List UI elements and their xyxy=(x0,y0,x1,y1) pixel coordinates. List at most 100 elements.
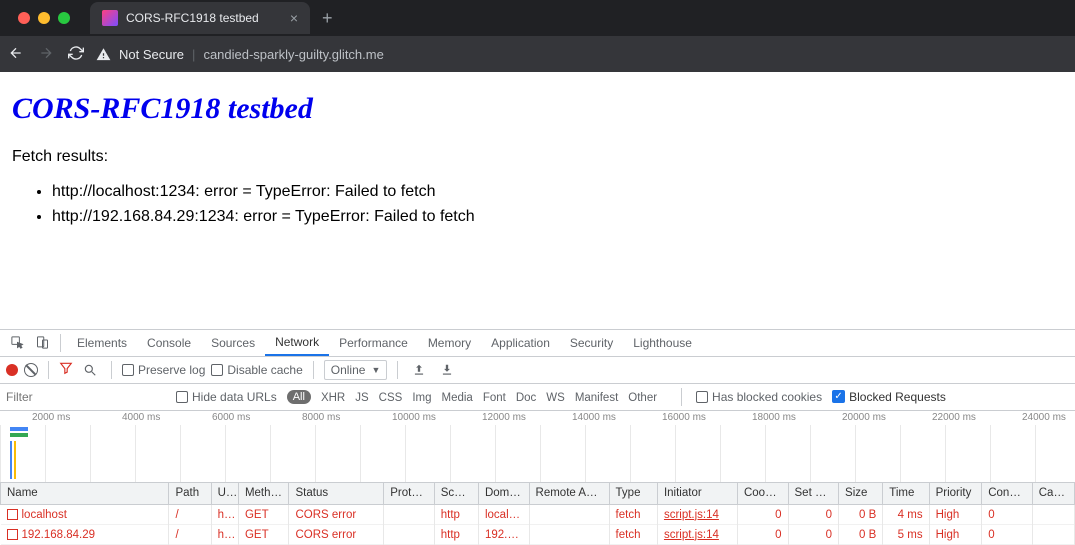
devtools-tab-console[interactable]: Console xyxy=(137,329,201,356)
filter-type-img[interactable]: Img xyxy=(412,392,431,404)
column-header[interactable]: Cook… xyxy=(737,483,788,505)
cell-name: localhost xyxy=(1,505,169,525)
initiator-link[interactable]: script.js:14 xyxy=(664,509,719,521)
filter-icon[interactable] xyxy=(59,361,73,378)
cell-conn: 0 xyxy=(982,525,1033,545)
filter-type-xhr[interactable]: XHR xyxy=(321,392,345,404)
upload-icon[interactable] xyxy=(408,363,430,377)
column-header[interactable]: Path xyxy=(169,483,211,505)
minimize-window-button[interactable] xyxy=(38,12,50,24)
timeline-bar xyxy=(14,441,16,479)
search-icon[interactable] xyxy=(79,363,101,377)
clear-button[interactable] xyxy=(24,363,38,377)
browser-chrome: CORS-RFC1918 testbed × + Not Secure | ca… xyxy=(0,0,1075,72)
filter-type-css[interactable]: CSS xyxy=(379,392,403,404)
network-table: NamePathU…Meth…StatusProto…Sc…Dom…Remote… xyxy=(0,483,1075,545)
cell-domain: 192.… xyxy=(478,525,529,545)
device-toolbar-icon[interactable] xyxy=(31,335,54,350)
devtools-tab-memory[interactable]: Memory xyxy=(418,329,481,356)
maximize-window-button[interactable] xyxy=(58,12,70,24)
timeline-bar xyxy=(17,433,28,437)
table-row[interactable]: 192.168.84.29/h…GETCORS errorhttp192.…fe… xyxy=(1,525,1075,545)
devtools-tab-performance[interactable]: Performance xyxy=(329,329,418,356)
cell-setcookies: 0 xyxy=(788,505,839,525)
forward-button[interactable] xyxy=(38,45,54,64)
new-tab-button[interactable]: + xyxy=(310,8,345,29)
column-header[interactable]: Time xyxy=(883,483,929,505)
devtools-tab-lighthouse[interactable]: Lighthouse xyxy=(623,329,702,356)
cell-status: CORS error xyxy=(289,505,384,525)
filter-input[interactable] xyxy=(6,390,166,404)
filter-type-ws[interactable]: WS xyxy=(546,392,565,404)
timeline-tick: 18000 ms xyxy=(752,412,796,423)
cell-size: 0 B xyxy=(839,505,883,525)
row-checkbox[interactable] xyxy=(7,529,18,540)
timeline-tick: 10000 ms xyxy=(392,412,436,423)
column-header[interactable]: Conn… xyxy=(982,483,1033,505)
cell-scheme: http xyxy=(434,525,478,545)
reload-button[interactable] xyxy=(68,45,84,64)
network-timeline[interactable]: 2000 ms4000 ms6000 ms8000 ms10000 ms1200… xyxy=(0,411,1075,483)
column-header[interactable]: Remote Ad… xyxy=(529,483,609,505)
filter-type-font[interactable]: Font xyxy=(483,392,506,404)
network-toolbar: Preserve log Disable cache Online▼ xyxy=(0,357,1075,384)
blocked-cookies-checkbox[interactable]: Has blocked cookies xyxy=(696,390,822,404)
disable-cache-checkbox[interactable]: Disable cache xyxy=(211,363,302,377)
preserve-log-checkbox[interactable]: Preserve log xyxy=(122,363,205,377)
filter-type-media[interactable]: Media xyxy=(441,392,472,404)
cell-time: 4 ms xyxy=(883,505,929,525)
favicon xyxy=(102,10,118,26)
table-row[interactable]: localhost/h…GETCORS errorhttplocal…fetch… xyxy=(1,505,1075,525)
tab-strip: CORS-RFC1918 testbed × + xyxy=(0,0,1075,36)
devtools-tab-application[interactable]: Application xyxy=(481,329,560,356)
timeline-tick: 16000 ms xyxy=(662,412,706,423)
timeline-tick: 12000 ms xyxy=(482,412,526,423)
column-header[interactable]: Priority xyxy=(929,483,982,505)
download-icon[interactable] xyxy=(436,363,458,377)
column-header[interactable]: Initiator xyxy=(657,483,737,505)
hide-data-urls-checkbox[interactable]: Hide data URLs xyxy=(176,390,277,404)
result-item: http://localhost:1234: error = TypeError… xyxy=(52,180,1063,205)
column-header[interactable]: Dom… xyxy=(478,483,529,505)
column-header[interactable]: Status xyxy=(289,483,384,505)
column-header[interactable]: Set C… xyxy=(788,483,839,505)
timeline-tick: 20000 ms xyxy=(842,412,886,423)
devtools-tab-network[interactable]: Network xyxy=(265,329,329,356)
filter-type-other[interactable]: Other xyxy=(628,392,657,404)
cell-domain: local… xyxy=(478,505,529,525)
browser-tab[interactable]: CORS-RFC1918 testbed × xyxy=(90,2,310,34)
filter-type-js[interactable]: JS xyxy=(355,392,368,404)
not-secure-label: Not Secure xyxy=(119,47,184,62)
url-text: candied-sparkly-guilty.glitch.me xyxy=(203,47,383,62)
inspect-element-icon[interactable] xyxy=(6,335,29,350)
cell-cache xyxy=(1032,525,1074,545)
filter-all[interactable]: All xyxy=(287,390,311,404)
cell-priority: High xyxy=(929,505,982,525)
row-checkbox[interactable] xyxy=(7,509,18,520)
filter-type-doc[interactable]: Doc xyxy=(516,392,536,404)
column-header[interactable]: Size xyxy=(839,483,883,505)
cell-url: h… xyxy=(211,525,238,545)
filter-type-manifest[interactable]: Manifest xyxy=(575,392,618,404)
column-header[interactable]: Name xyxy=(1,483,169,505)
column-header[interactable]: Proto… xyxy=(384,483,435,505)
table-header-row: NamePathU…Meth…StatusProto…Sc…Dom…Remote… xyxy=(1,483,1075,505)
column-header[interactable]: Type xyxy=(609,483,657,505)
close-window-button[interactable] xyxy=(18,12,30,24)
column-header[interactable]: Meth… xyxy=(238,483,289,505)
column-header[interactable]: Cac… xyxy=(1032,483,1074,505)
not-secure-icon xyxy=(96,47,111,62)
devtools-tab-security[interactable]: Security xyxy=(560,329,623,356)
record-button[interactable] xyxy=(6,364,18,376)
devtools-tab-elements[interactable]: Elements xyxy=(67,329,137,356)
close-tab-icon[interactable]: × xyxy=(290,10,298,26)
devtools-tab-sources[interactable]: Sources xyxy=(201,329,265,356)
url-box[interactable]: Not Secure | candied-sparkly-guilty.glit… xyxy=(96,47,1067,62)
initiator-link[interactable]: script.js:14 xyxy=(664,529,719,541)
column-header[interactable]: Sc… xyxy=(434,483,478,505)
throttling-select[interactable]: Online▼ xyxy=(324,360,388,380)
back-button[interactable] xyxy=(8,45,24,64)
cell-path: / xyxy=(169,525,211,545)
blocked-requests-checkbox[interactable]: ✓Blocked Requests xyxy=(832,390,946,404)
column-header[interactable]: U… xyxy=(211,483,238,505)
